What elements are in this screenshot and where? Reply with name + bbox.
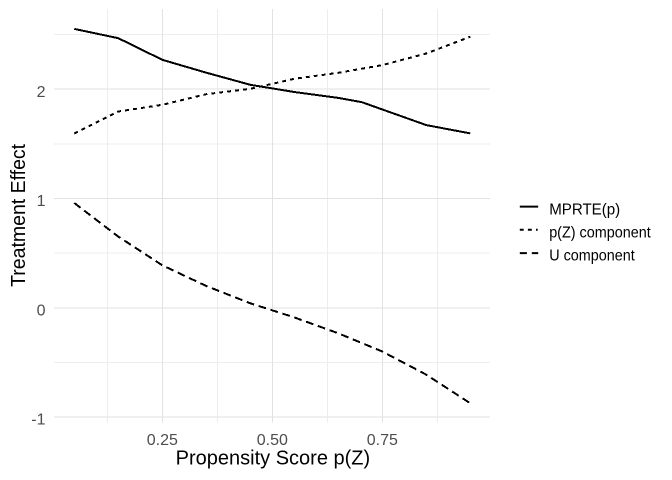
svg-text:Propensity Score p(Z): Propensity Score p(Z) <box>176 448 371 470</box>
svg-text:0.50: 0.50 <box>257 432 288 449</box>
svg-text:0.75: 0.75 <box>367 432 398 449</box>
svg-text:0: 0 <box>37 302 46 319</box>
svg-text:1: 1 <box>37 193 46 210</box>
svg-text:0.25: 0.25 <box>147 432 178 449</box>
svg-text:-1: -1 <box>31 412 45 429</box>
svg-text:p(Z) component: p(Z) component <box>549 224 651 241</box>
svg-text:MPRTE(p): MPRTE(p) <box>549 201 620 218</box>
svg-text:U component: U component <box>549 247 635 264</box>
svg-text:Treatment Effect: Treatment Effect <box>8 143 30 286</box>
svg-text:2: 2 <box>37 84 46 101</box>
